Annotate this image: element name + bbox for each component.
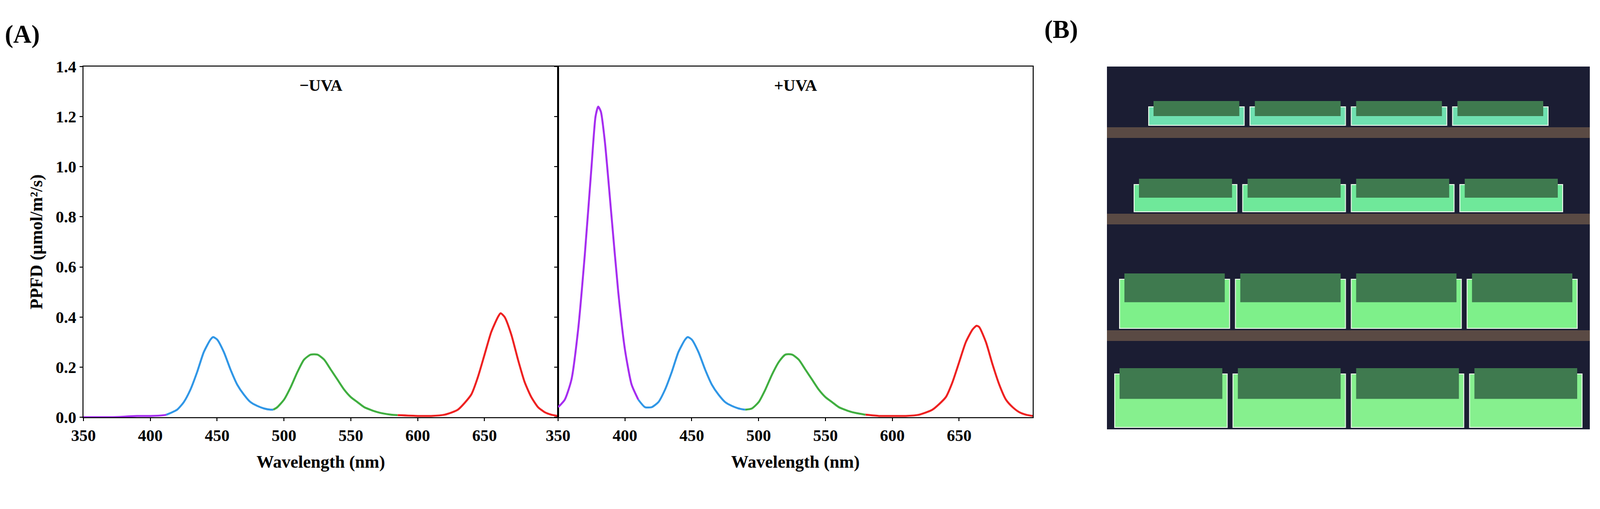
svg-text:550: 550 xyxy=(338,426,363,445)
svg-text:600: 600 xyxy=(879,426,905,445)
svg-text:500: 500 xyxy=(271,426,297,445)
svg-text:650: 650 xyxy=(472,426,497,445)
svg-text:−UVA: −UVA xyxy=(299,76,343,95)
svg-text:400: 400 xyxy=(137,426,163,445)
svg-text:0.8: 0.8 xyxy=(55,207,77,226)
svg-text:(A): (A) xyxy=(4,20,40,49)
svg-text:Wavelength (nm): Wavelength (nm) xyxy=(731,451,860,472)
svg-text:400: 400 xyxy=(612,426,638,445)
svg-text:600: 600 xyxy=(405,426,430,445)
svg-text:350: 350 xyxy=(545,426,571,445)
svg-text:+UVA: +UVA xyxy=(774,76,818,95)
svg-text:Wavelength (nm): Wavelength (nm) xyxy=(256,451,386,472)
svg-text:1.0: 1.0 xyxy=(55,157,77,176)
svg-text:1.2: 1.2 xyxy=(55,107,77,126)
svg-text:450: 450 xyxy=(679,426,705,445)
svg-text:350: 350 xyxy=(71,426,97,445)
svg-text:500: 500 xyxy=(746,426,772,445)
svg-text:0.0: 0.0 xyxy=(55,408,77,427)
svg-text:0.6: 0.6 xyxy=(55,257,77,276)
svg-text:0.2: 0.2 xyxy=(55,358,77,377)
svg-text:PPFD (μmol/m²/s): PPFD (μmol/m²/s) xyxy=(26,174,47,310)
svg-text:550: 550 xyxy=(812,426,838,445)
svg-text:0.4: 0.4 xyxy=(55,308,77,327)
svg-text:(B): (B) xyxy=(1044,15,1078,44)
svg-text:450: 450 xyxy=(204,426,230,445)
svg-text:650: 650 xyxy=(946,426,972,445)
svg-text:1.4: 1.4 xyxy=(55,57,77,76)
